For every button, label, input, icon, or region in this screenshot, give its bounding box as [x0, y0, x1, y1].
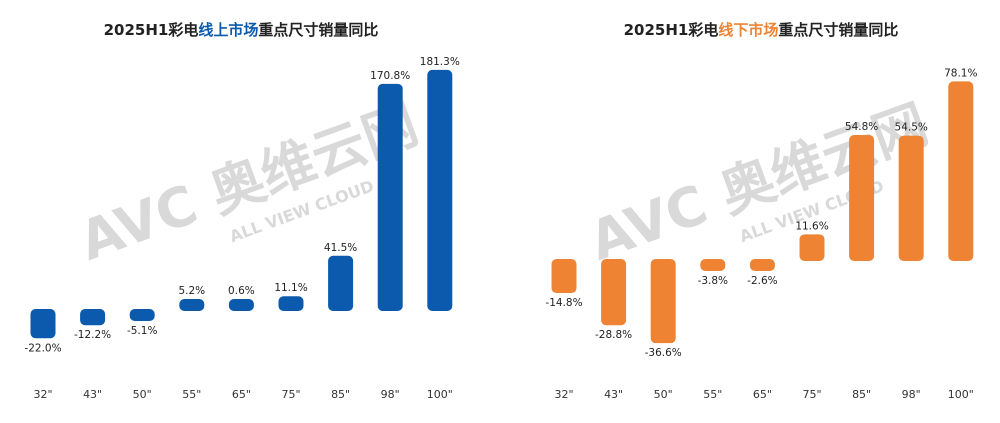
x-tick-label: 65"	[232, 388, 251, 401]
x-tick-label: 43"	[604, 388, 623, 401]
bar	[427, 69, 453, 311]
bar-value-label: 170.8%	[370, 70, 410, 82]
bar	[278, 296, 304, 311]
title-part: 2025H1彩电	[624, 21, 719, 39]
bar-value-label: -12.2%	[74, 329, 111, 341]
x-tick-label: 55"	[182, 388, 201, 401]
x-tick-label: 65"	[753, 388, 772, 401]
bar-value-label: 11.6%	[795, 220, 828, 232]
bar-value-label: -2.6%	[747, 275, 777, 287]
x-tick-label: 55"	[703, 388, 722, 401]
x-tick-label: 100"	[427, 388, 453, 401]
bar-value-label: -36.6%	[645, 347, 682, 359]
x-tick-label: 50"	[133, 388, 152, 401]
x-tick-label: 32"	[33, 388, 52, 401]
title-part: 重点尺寸销量同比	[778, 21, 898, 39]
bar-value-label: 5.2%	[178, 285, 205, 297]
chart-offline-plot: -14.8% 32" -28.8% 43" -36.6% 50" -3.8% 55" -2.6%…	[545, 67, 977, 401]
x-tick-label: 100"	[948, 388, 974, 401]
bar	[129, 309, 155, 321]
x-tick-label: 43"	[83, 388, 102, 401]
x-tick-label: 85"	[331, 388, 350, 401]
chart-online-plot: -22.0% 32" -12.2% 43" -5.1% 50" 5.2% 55" 0.6% 65"…	[24, 56, 459, 401]
bar	[749, 259, 775, 271]
bar-value-label: 181.3%	[420, 56, 460, 68]
bar-value-label: -5.1%	[127, 325, 157, 337]
x-tick-label: 98"	[902, 388, 921, 401]
bar-value-label: 54.5%	[895, 122, 928, 134]
bar-value-label: 54.8%	[845, 121, 878, 133]
bar-value-label: -3.8%	[698, 275, 728, 287]
title-part-highlight: 线下市场	[718, 21, 778, 39]
chart-title-offline: 2025H1彩电线下市场重点尺寸销量同比	[624, 21, 899, 39]
watermark-text: AVC 奥维云网	[581, 92, 936, 272]
bar	[328, 255, 354, 311]
bar-value-label: 41.5%	[324, 242, 357, 254]
bar	[898, 135, 924, 261]
bar	[228, 299, 254, 311]
chart-title-online: 2025H1彩电线上市场重点尺寸销量同比	[104, 21, 379, 39]
title-part-highlight: 线上市场	[198, 21, 258, 39]
bar	[80, 309, 106, 326]
bar	[30, 309, 56, 339]
title-part: 重点尺寸销量同比	[258, 21, 378, 39]
bar	[601, 259, 627, 326]
x-tick-label: 32"	[554, 388, 573, 401]
x-tick-label: 75"	[802, 388, 821, 401]
bar-value-label: 78.1%	[944, 67, 977, 79]
bar	[551, 259, 577, 294]
bar	[650, 259, 676, 344]
bar	[700, 259, 726, 271]
bar	[849, 134, 875, 261]
bar	[948, 81, 974, 262]
x-tick-label: 98"	[381, 388, 400, 401]
title-part: 2025H1彩电	[104, 21, 199, 39]
bar-value-label: 0.6%	[228, 285, 255, 297]
bar-value-label: -28.8%	[595, 329, 632, 341]
bar	[377, 83, 403, 311]
watermark-text: AVC 奥维云网	[71, 92, 426, 272]
bar	[799, 234, 825, 261]
bar-value-label: 11.1%	[274, 282, 307, 294]
bar-value-label: -14.8%	[545, 297, 582, 309]
x-tick-label: 75"	[281, 388, 300, 401]
x-tick-label: 50"	[654, 388, 673, 401]
x-tick-label: 85"	[852, 388, 871, 401]
bar	[179, 299, 205, 311]
bar-value-label: -22.0%	[24, 342, 61, 354]
